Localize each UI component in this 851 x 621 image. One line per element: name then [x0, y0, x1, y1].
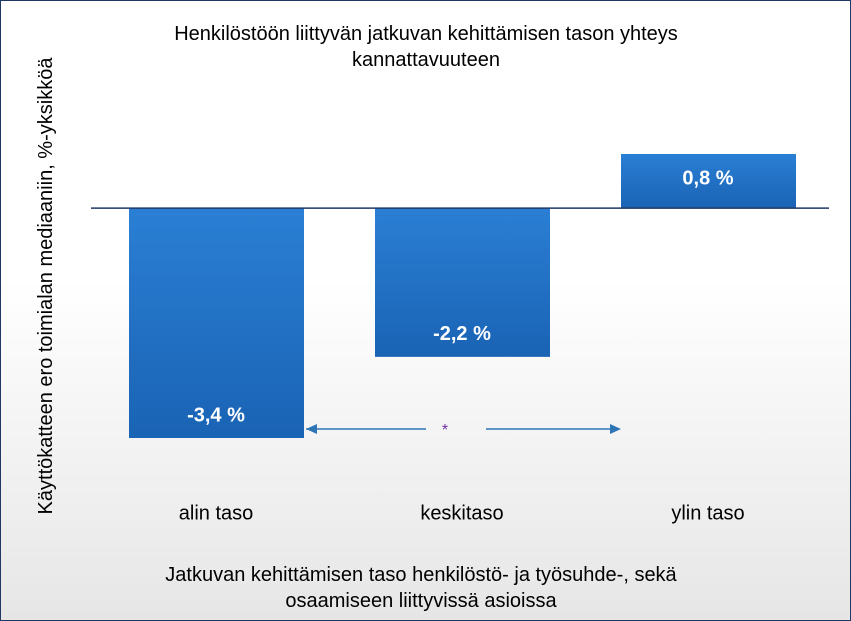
arrow-head: [610, 424, 621, 434]
bar: [621, 154, 796, 209]
data-label: -2,2 %: [433, 323, 491, 345]
bar: [375, 208, 550, 357]
x-tick-label: keskitaso: [420, 502, 503, 524]
data-label: -3,4 %: [187, 404, 245, 426]
arrow-head: [306, 424, 317, 434]
bar: [129, 208, 304, 438]
chart-title: Henkilöstöön liittyvän jatkuvan kehittäm…: [174, 23, 678, 71]
x-tick-label: alin taso: [179, 502, 254, 524]
y-axis-label: Käyttökatteen ero toimialan mediaaniin, …: [35, 57, 57, 515]
x-tick-label: ylin taso: [671, 502, 744, 524]
data-label: 0,8 %: [682, 167, 733, 189]
x-axis-label: Jatkuvan kehittämisen taso henkilöstö- j…: [165, 564, 677, 612]
annotation: *: [442, 422, 448, 439]
